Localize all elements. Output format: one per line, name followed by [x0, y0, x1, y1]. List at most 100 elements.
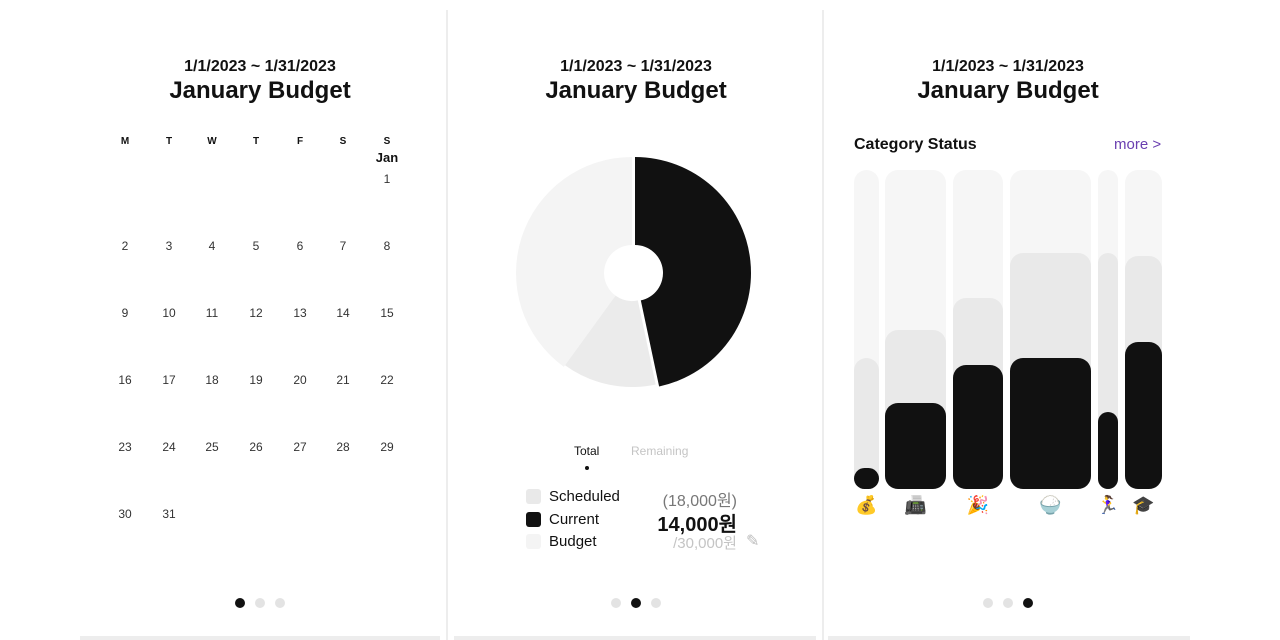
- category-bar[interactable]: [953, 170, 1003, 489]
- month-label: Jan: [375, 150, 399, 165]
- current-fill: [1098, 412, 1118, 489]
- legend-current: Current: [526, 511, 599, 528]
- page-dot-1[interactable]: [235, 598, 245, 608]
- calendar-day[interactable]: 11: [205, 306, 219, 320]
- category-panel: 1/1/2023 ~ 1/31/2023 January Budget Cate…: [828, 0, 1188, 640]
- category-bar[interactable]: [1010, 170, 1091, 489]
- budget-slice: [516, 157, 632, 367]
- calendar-day[interactable]: 28: [336, 440, 350, 454]
- summary-panel: 1/1/2023 ~ 1/31/2023 January Budget: [453, 0, 819, 640]
- calendar-day[interactable]: 10: [162, 306, 176, 320]
- budget-amount: /30,000원: [673, 535, 737, 552]
- weekday-label: F: [296, 136, 304, 147]
- tab-remaining-label: Remaining: [631, 444, 689, 458]
- swatch-budget: [526, 534, 541, 549]
- page-dot-2[interactable]: [255, 598, 265, 608]
- legend-label: Scheduled: [549, 488, 620, 505]
- calendar-day[interactable]: 7: [339, 239, 347, 253]
- calendar-day[interactable]: 22: [380, 373, 394, 387]
- scheduled-amount: (18,000원): [662, 493, 737, 510]
- pencil-icon[interactable]: ✎: [746, 533, 760, 550]
- legend-label: Budget: [549, 533, 597, 550]
- calendar-panel: 1/1/2023 ~ 1/31/2023 January Budget M T W T…: [80, 0, 440, 640]
- weekday-label: T: [165, 136, 173, 147]
- page-dot-3[interactable]: [651, 598, 661, 608]
- tab-total[interactable]: Total: [574, 444, 599, 470]
- weekday-label: S: [383, 136, 391, 147]
- calendar-day[interactable]: 16: [118, 373, 132, 387]
- tab-remaining[interactable]: Remaining: [631, 444, 688, 458]
- divider: [454, 636, 816, 640]
- page-dot-2[interactable]: [631, 598, 641, 608]
- calendar-day[interactable]: 19: [249, 373, 263, 387]
- current-slice: [635, 157, 751, 387]
- calendar-day[interactable]: 5: [252, 239, 260, 253]
- date-range: 1/1/2023 ~ 1/31/2023: [932, 58, 1084, 75]
- weekday-label: T: [252, 136, 260, 147]
- calendar-day[interactable]: 13: [293, 306, 307, 320]
- current-fill: [1125, 342, 1162, 489]
- swatch-scheduled: [526, 489, 541, 504]
- weekday-label: W: [207, 136, 217, 147]
- category-emoji-icon: 📠: [904, 495, 927, 515]
- page-title: January Budget: [169, 77, 351, 104]
- calendar-day[interactable]: 18: [205, 373, 219, 387]
- category-emoji-icon: 🍚: [1039, 495, 1062, 515]
- page-dot-3[interactable]: [1023, 598, 1033, 608]
- category-bar[interactable]: [1098, 170, 1118, 489]
- calendar-day[interactable]: 12: [249, 306, 263, 320]
- calendar-day[interactable]: 29: [380, 440, 394, 454]
- calendar-day[interactable]: 8: [383, 239, 391, 253]
- calendar-day[interactable]: 31: [162, 507, 176, 521]
- legend-budget: Budget: [526, 533, 597, 550]
- calendar-day[interactable]: 20: [293, 373, 307, 387]
- page-indicator: [828, 598, 1188, 608]
- category-bar[interactable]: [885, 170, 946, 489]
- divider: [828, 636, 1190, 640]
- calendar-day[interactable]: 30: [118, 507, 132, 521]
- calendar-day[interactable]: 3: [165, 239, 173, 253]
- weekday-label: S: [339, 136, 347, 147]
- divider: [80, 636, 440, 640]
- category-emoji-icon: 🎉: [966, 495, 990, 515]
- calendar-day[interactable]: 4: [208, 239, 216, 253]
- calendar-day[interactable]: 25: [205, 440, 219, 454]
- category-emoji-icon: 🏃‍♀️: [1096, 495, 1120, 515]
- page-indicator: [453, 598, 819, 608]
- current-fill: [1010, 358, 1091, 489]
- page-dot-1[interactable]: [611, 598, 621, 608]
- calendar-day[interactable]: 14: [336, 306, 350, 320]
- calendar-day[interactable]: 6: [296, 239, 304, 253]
- category-bar[interactable]: [854, 170, 879, 489]
- calendar-day[interactable]: 24: [162, 440, 176, 454]
- category-emoji-icon: 💰: [855, 495, 878, 515]
- swatch-current: [526, 512, 541, 527]
- page-dot-1[interactable]: [983, 598, 993, 608]
- calendar-day[interactable]: 26: [249, 440, 263, 454]
- calendar-day[interactable]: 15: [380, 306, 394, 320]
- weekday-label: M: [120, 136, 130, 147]
- calendar-day[interactable]: 17: [162, 373, 176, 387]
- page-dot-2[interactable]: [1003, 598, 1013, 608]
- calendar-day[interactable]: 21: [336, 373, 350, 387]
- more-link[interactable]: more >: [1114, 136, 1162, 153]
- page-indicator: [80, 598, 440, 608]
- active-tab-dot: [584, 466, 589, 470]
- legend-scheduled: Scheduled: [526, 488, 620, 505]
- tab-total-label: Total: [574, 444, 600, 458]
- current-fill: [885, 402, 946, 489]
- divider: [822, 10, 824, 640]
- page-title: January Budget: [545, 77, 727, 104]
- divider: [446, 10, 448, 640]
- calendar-day[interactable]: 1: [383, 172, 391, 186]
- scheduled-fill: [854, 358, 879, 489]
- calendar-day[interactable]: 9: [121, 306, 129, 320]
- legend-label: Current: [549, 511, 600, 528]
- calendar-day[interactable]: 27: [293, 440, 307, 454]
- calendar-day[interactable]: 2: [121, 239, 129, 253]
- calendar-day[interactable]: 23: [118, 440, 132, 454]
- current-fill: [953, 364, 1003, 489]
- date-range: 1/1/2023 ~ 1/31/2023: [560, 58, 712, 75]
- page-dot-3[interactable]: [275, 598, 285, 608]
- category-bar[interactable]: [1125, 170, 1162, 489]
